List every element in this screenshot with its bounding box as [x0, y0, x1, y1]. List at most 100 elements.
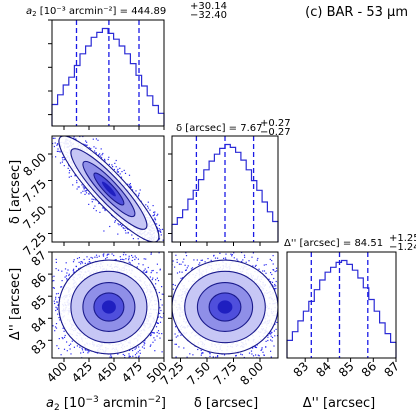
- delta-panel-title: δ [arcsec] = 7.67: [176, 123, 262, 134]
- scatter-point: [81, 349, 84, 351]
- scatter-point: [157, 250, 158, 251]
- scatter-point: [158, 237, 161, 240]
- scatter-point: [75, 129, 76, 130]
- scatter-point: [101, 238, 102, 239]
- scatter-point: [128, 257, 130, 259]
- scatter-point: [88, 258, 90, 260]
- scatter-point: [78, 186, 80, 188]
- scatter-point: [152, 244, 153, 245]
- scatter-point: [94, 150, 96, 152]
- scatter-point: [137, 258, 139, 260]
- scatter-point: [130, 186, 132, 189]
- scatter-point: [97, 363, 98, 364]
- scatter-point: [104, 209, 106, 211]
- scatter-point: [153, 211, 155, 213]
- a2-title-sub: 2: [32, 10, 36, 18]
- scatter-point: [156, 256, 157, 257]
- scatter-point: [84, 190, 86, 192]
- scatter-point: [63, 330, 65, 332]
- scatter-point: [127, 249, 128, 250]
- scatter-point: [98, 255, 100, 257]
- scatter-point: [87, 350, 89, 352]
- scatter-point: [135, 356, 137, 358]
- scatter-point: [86, 141, 88, 143]
- scatter-point: [76, 345, 78, 347]
- scatter-point: [43, 120, 44, 121]
- scatter-point: [138, 263, 140, 265]
- scatter-point: [68, 127, 69, 128]
- scatter-point: [108, 163, 110, 165]
- scatter-point: [98, 202, 100, 205]
- scatter-point: [54, 302, 56, 305]
- scatter-point: [165, 314, 166, 315]
- scatter-point: [55, 261, 57, 263]
- corner-label: (c) BAR - 53 μm: [305, 5, 408, 20]
- scatter-point: [59, 162, 62, 164]
- scatter-point: [91, 201, 93, 203]
- scatter-point: [80, 352, 82, 354]
- scatter-point: [65, 129, 66, 130]
- scatter-point: [71, 340, 73, 342]
- scatter-point: [52, 325, 54, 327]
- scatter-point: [123, 259, 125, 261]
- scatter-point: [68, 172, 70, 174]
- scatter-point: [49, 331, 50, 332]
- scatter-point: [119, 167, 121, 169]
- scatter-point: [149, 209, 151, 211]
- scatter-point: [59, 319, 61, 321]
- scatter-point: [90, 256, 92, 259]
- scatter-point: [55, 268, 57, 270]
- scatter-point: [82, 186, 84, 188]
- pair-panels: [43, 120, 278, 364]
- scatter-point: [48, 266, 49, 267]
- scatter-point: [165, 335, 166, 336]
- scatter-point: [129, 185, 131, 187]
- scatter-point: [78, 268, 80, 270]
- scatter-point: [151, 270, 153, 272]
- scatter-point: [101, 154, 103, 156]
- scatter-point: [53, 131, 54, 132]
- scatter-point: [184, 247, 185, 248]
- scatter-point: [66, 341, 68, 343]
- scatter-point: [136, 266, 138, 268]
- scatter-point: [63, 348, 66, 350]
- scatter-point: [149, 276, 151, 278]
- scatter-point: [158, 228, 160, 230]
- a2-title-units: [10⁻³ arcmin⁻²] =: [37, 6, 132, 17]
- scatter-point: [83, 188, 85, 190]
- scatter-point: [139, 349, 141, 351]
- scatter-point: [159, 268, 161, 270]
- scatter-point: [159, 269, 161, 271]
- scatter-point: [131, 189, 134, 191]
- scatter-point: [166, 323, 167, 324]
- scatter-point: [56, 301, 58, 303]
- scatter-point: [100, 155, 102, 157]
- scatter-point: [150, 272, 152, 274]
- scatter-point: [55, 309, 57, 312]
- scatter-point: [160, 299, 162, 301]
- scatter-point: [61, 161, 63, 163]
- scatter-point: [151, 279, 153, 281]
- scatter-point: [159, 249, 160, 250]
- scatter-point: [82, 351, 84, 353]
- scatter-point: [61, 129, 62, 130]
- scatter-point: [79, 136, 81, 138]
- scatter-point: [61, 286, 63, 288]
- scatter-point: [88, 203, 90, 205]
- scatter-point: [120, 176, 123, 178]
- scatter-point: [114, 220, 116, 222]
- scatter-point: [54, 132, 55, 133]
- scatter-point: [48, 330, 49, 331]
- scatter-point: [147, 205, 149, 207]
- scatter-point: [127, 232, 129, 234]
- scatter-point: [108, 253, 110, 255]
- scatter-point: [67, 269, 69, 271]
- scatter-point: [49, 127, 50, 128]
- scatter-point: [68, 176, 70, 178]
- scatter-point: [166, 241, 167, 242]
- scatter-point: [176, 278, 177, 279]
- scatter-point: [106, 256, 108, 259]
- density-contour-4: [101, 181, 116, 197]
- scatter-point: [150, 252, 152, 254]
- scatter-point: [153, 244, 154, 245]
